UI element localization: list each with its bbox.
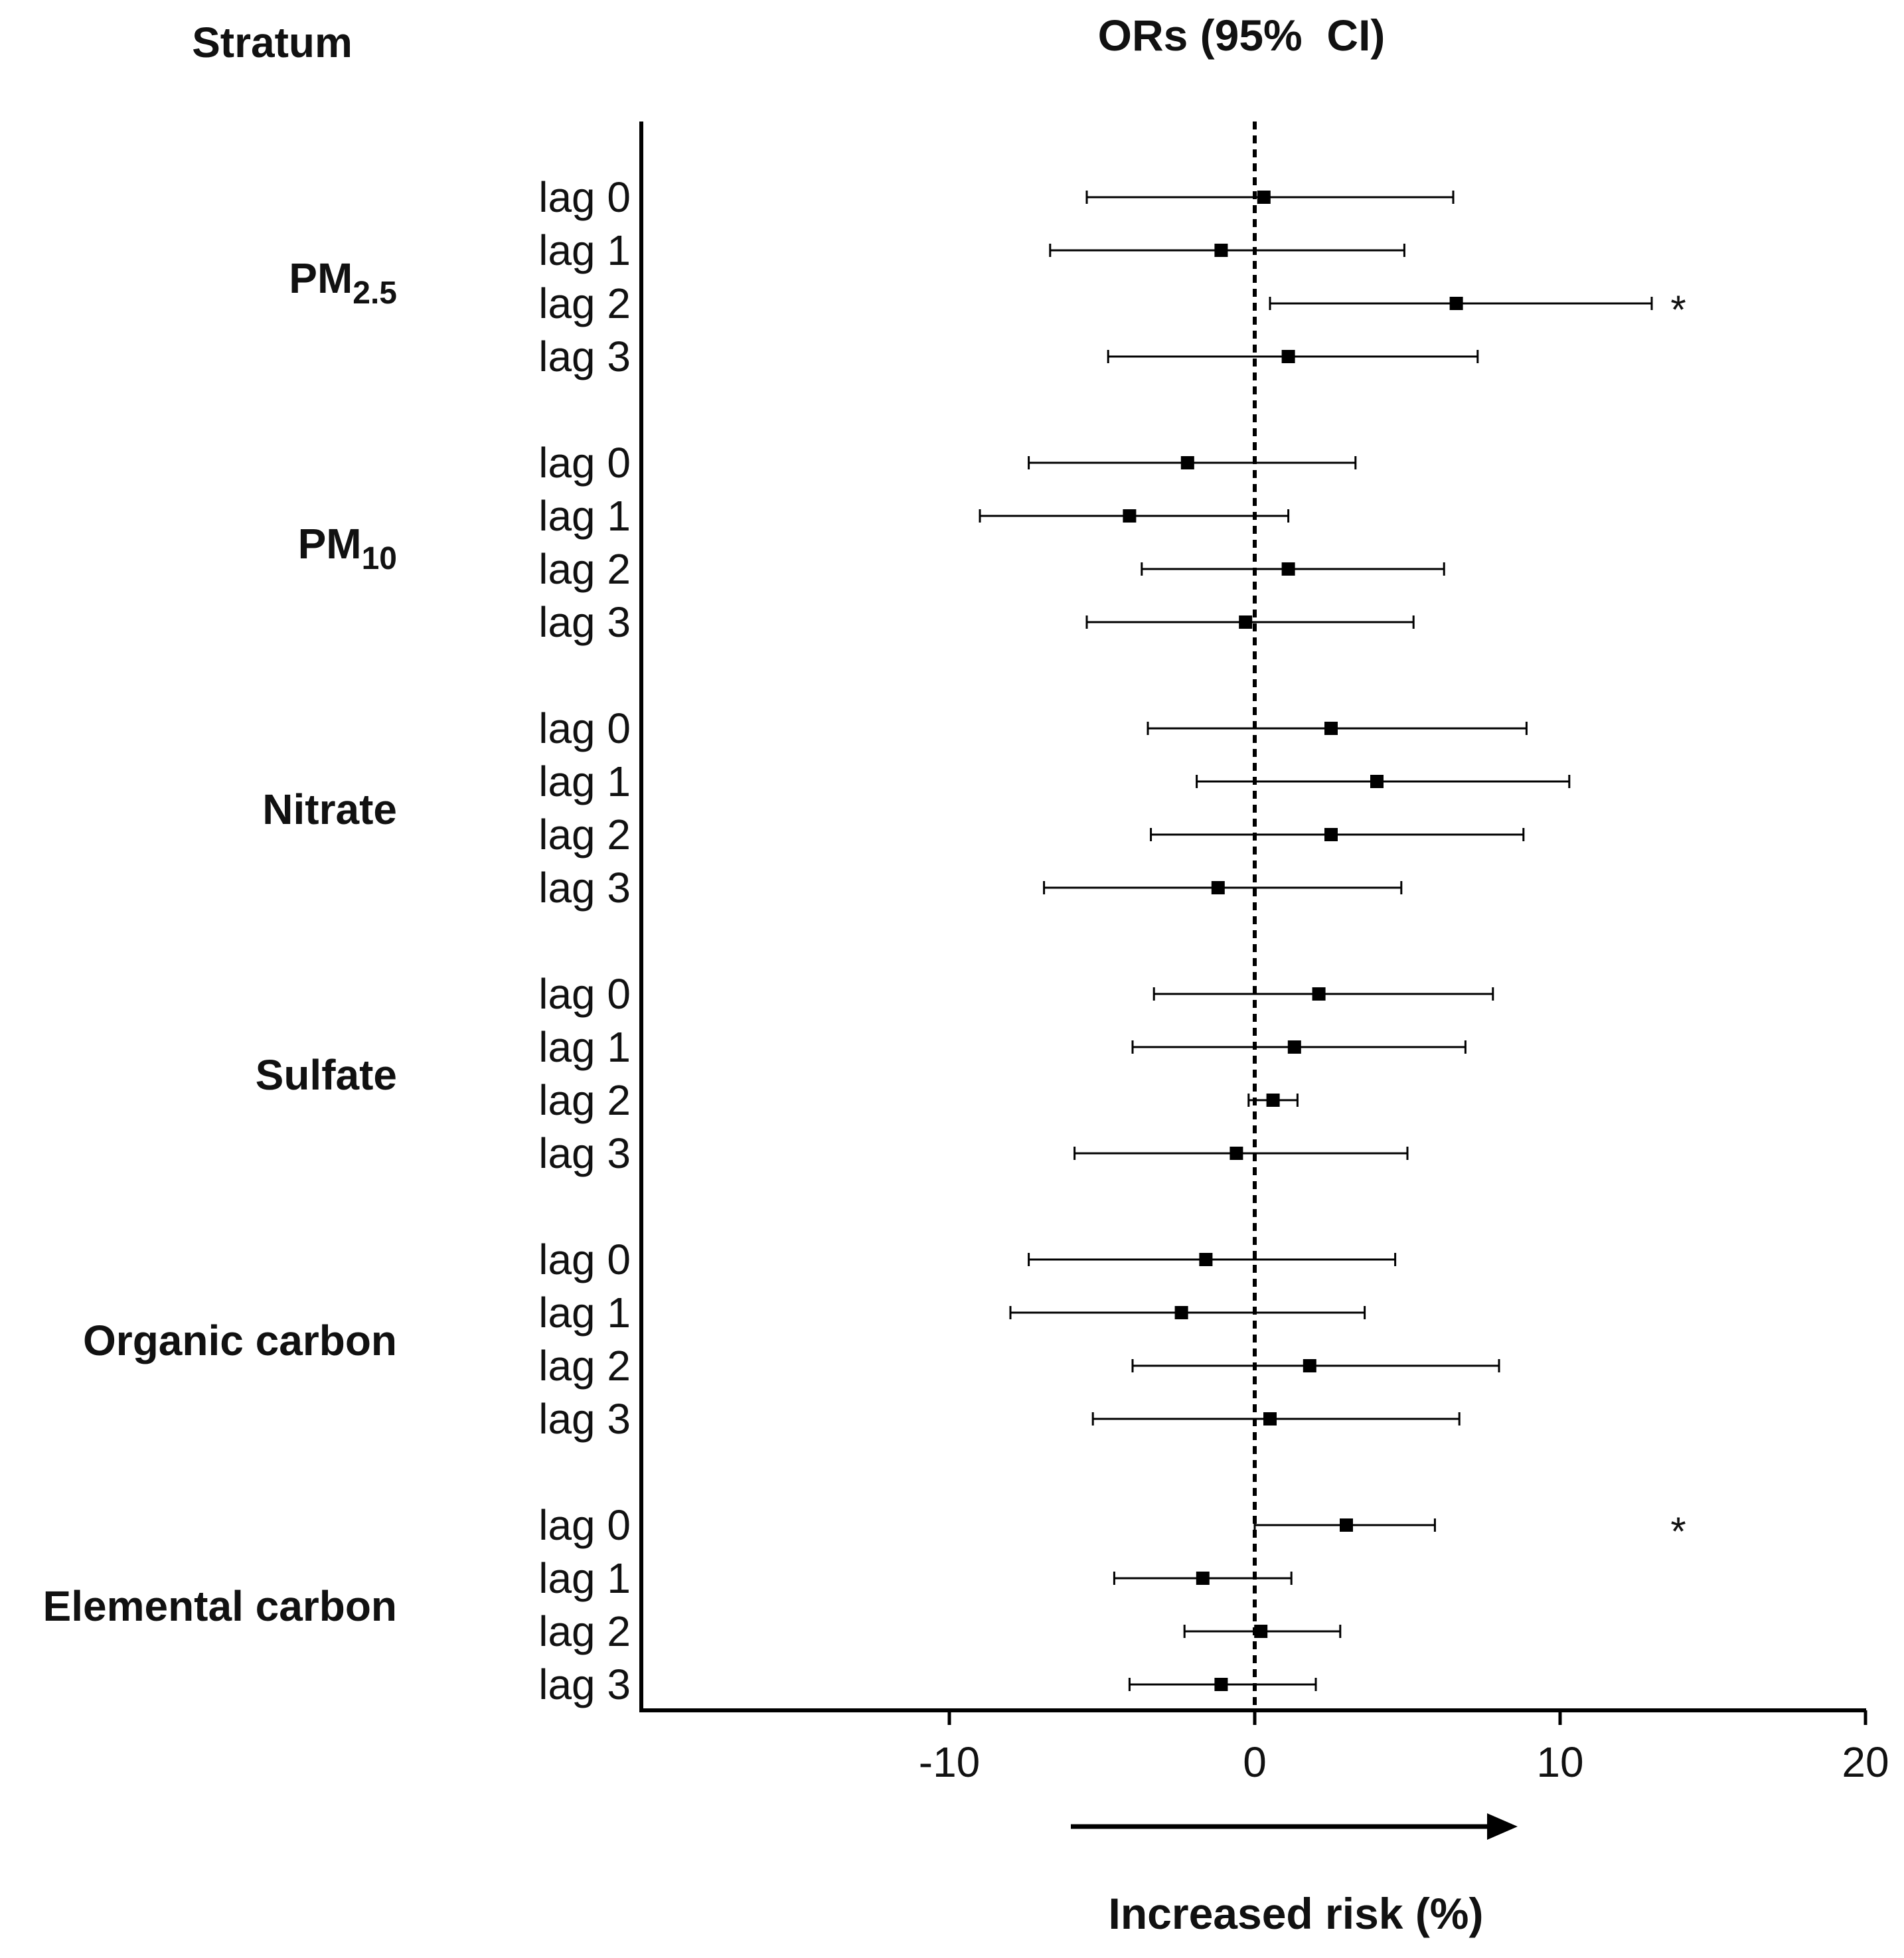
point-estimate xyxy=(1199,1253,1213,1266)
lag-label: lag 2 xyxy=(538,811,631,858)
lag-label: lag 3 xyxy=(538,864,631,912)
lag-label: lag 3 xyxy=(538,1661,631,1708)
lag-label: lag 1 xyxy=(538,226,631,274)
lag-label: lag 2 xyxy=(538,1342,631,1390)
point-estimate xyxy=(1263,1412,1277,1426)
point-estimate xyxy=(1287,1040,1301,1054)
group-label: PM2.5 xyxy=(289,254,397,311)
x-tick-label: -10 xyxy=(919,1738,981,1786)
chart-title: ORs (95% CI) xyxy=(1098,11,1386,60)
lag-label: lag 0 xyxy=(538,173,631,221)
lag-label: lag 1 xyxy=(538,1289,631,1337)
lag-label: lag 1 xyxy=(538,758,631,805)
point-estimate xyxy=(1324,828,1338,841)
lag-label: lag 0 xyxy=(538,970,631,1018)
point-estimate xyxy=(1230,1147,1243,1160)
group-label-text: PM xyxy=(298,520,362,568)
point-estimate xyxy=(1324,722,1338,735)
point-estimate xyxy=(1266,1094,1280,1107)
group-label-text: Sulfate xyxy=(256,1051,397,1099)
lag-label: lag 0 xyxy=(538,439,631,487)
x-tick-label: 10 xyxy=(1536,1738,1583,1786)
point-estimate xyxy=(1123,509,1137,523)
lag-label: lag 3 xyxy=(538,598,631,646)
significance-marker: * xyxy=(1670,287,1686,332)
x-tick-label: 0 xyxy=(1243,1738,1267,1786)
group-label-text: Organic carbon xyxy=(83,1317,397,1364)
point-estimate xyxy=(1281,350,1295,363)
lag-label: lag 1 xyxy=(538,1023,631,1071)
group-label: Elemental carbon xyxy=(43,1582,398,1630)
lag-label: lag 0 xyxy=(538,1501,631,1549)
point-estimate xyxy=(1211,881,1225,894)
point-estimate xyxy=(1257,191,1271,204)
point-estimate xyxy=(1214,244,1228,257)
lag-label: lag 2 xyxy=(538,1607,631,1655)
stratum-header: Stratum xyxy=(192,19,353,66)
lag-label: lag 2 xyxy=(538,1076,631,1124)
x-axis-label: Increased risk (%) xyxy=(1109,1889,1484,1938)
lag-label: lag 2 xyxy=(538,545,631,593)
lag-label: lag 3 xyxy=(538,1129,631,1177)
group-label: PM10 xyxy=(298,520,397,576)
lag-label: lag 0 xyxy=(538,1236,631,1283)
group-label-subscript: 2.5 xyxy=(353,276,397,311)
point-estimate xyxy=(1449,297,1463,310)
direction-arrow-head xyxy=(1487,1813,1518,1840)
lag-label: lag 2 xyxy=(538,280,631,327)
x-axis: -10 0 10 20 xyxy=(919,1710,1889,1786)
group-label-subscript: 10 xyxy=(362,541,397,576)
group-label: Nitrate xyxy=(262,785,397,833)
point-estimate xyxy=(1254,1625,1268,1638)
point-estimate xyxy=(1370,775,1384,788)
lag-label: lag 1 xyxy=(538,492,631,540)
group-label: Organic carbon xyxy=(83,1317,397,1364)
point-estimate xyxy=(1174,1306,1188,1319)
point-estimate xyxy=(1239,615,1253,629)
lag-label: lag 0 xyxy=(538,704,631,752)
group-label: Sulfate xyxy=(256,1051,397,1099)
point-estimate xyxy=(1312,987,1326,1001)
group-label-text: PM xyxy=(289,254,353,302)
lag-label: lag 3 xyxy=(538,333,631,380)
point-estimate xyxy=(1180,456,1194,469)
group-label-text: Nitrate xyxy=(262,785,397,833)
lag-label: lag 3 xyxy=(538,1395,631,1443)
point-estimate xyxy=(1196,1572,1210,1585)
x-tick-label: 20 xyxy=(1842,1738,1889,1786)
point-estimate xyxy=(1281,562,1295,576)
lag-label: lag 1 xyxy=(538,1554,631,1602)
point-estimate xyxy=(1340,1518,1353,1532)
group-label-text: Elemental carbon xyxy=(43,1582,398,1630)
significance-marker: * xyxy=(1670,1509,1686,1554)
point-estimate xyxy=(1303,1359,1316,1372)
point-estimate xyxy=(1214,1678,1228,1691)
